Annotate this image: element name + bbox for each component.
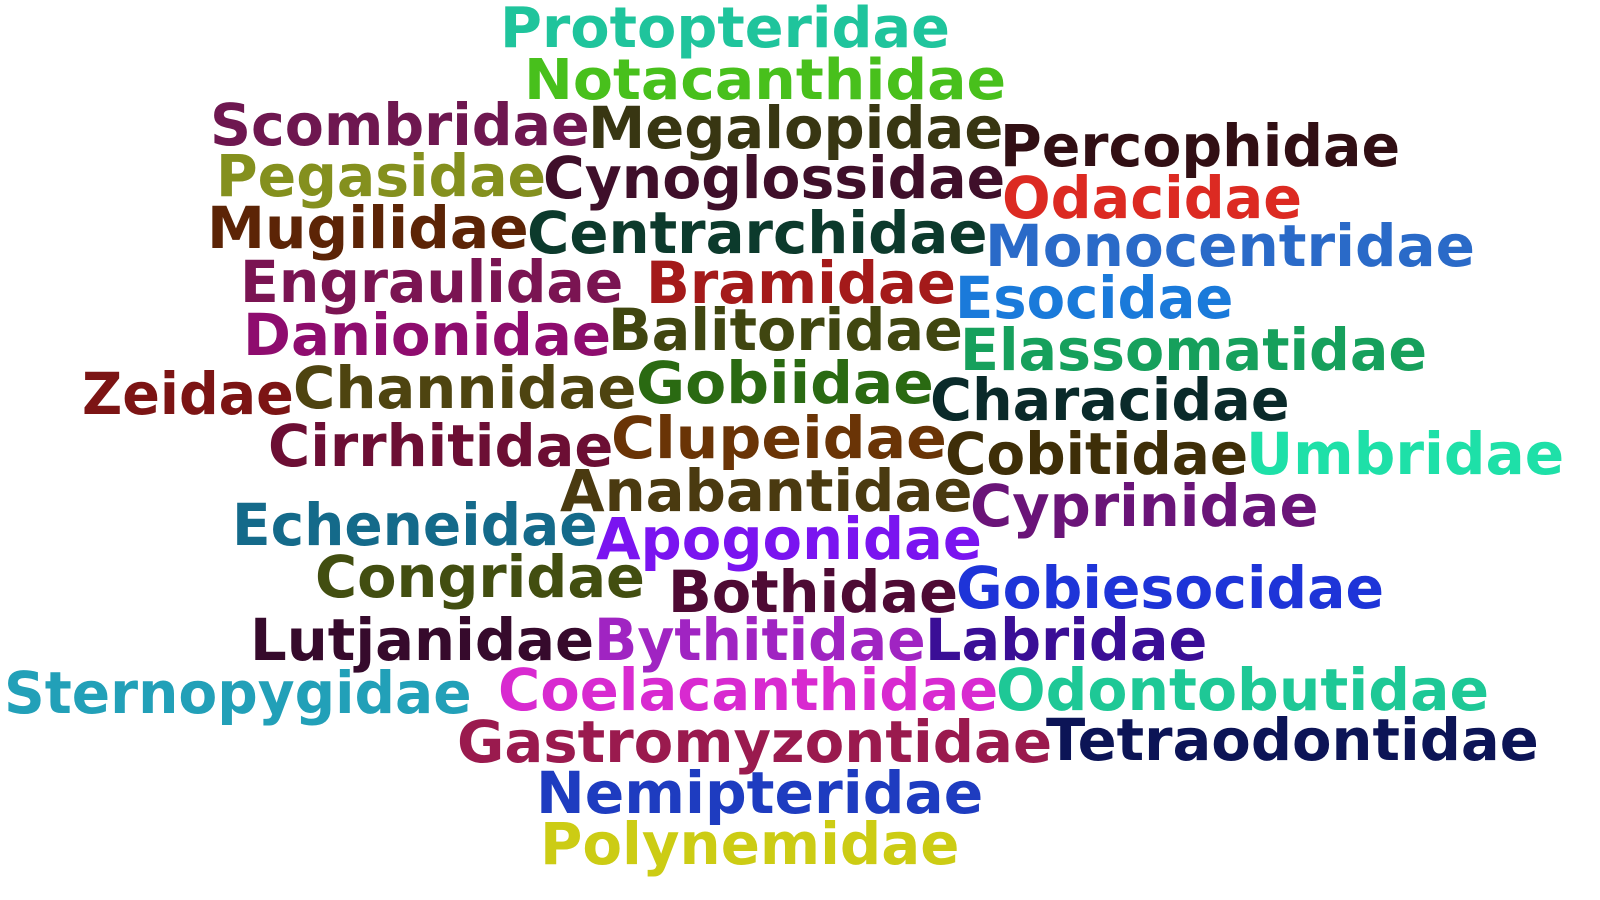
- word-sternopygidae: Sternopygidae: [4, 659, 472, 728]
- word-percophidae: Percophidae: [1000, 112, 1401, 181]
- word-umbridae: Umbridae: [1246, 420, 1565, 489]
- word-bramidae: Bramidae: [646, 249, 956, 318]
- word-gobiidae: Gobiidae: [636, 349, 934, 418]
- word-apogonidae: Apogonidae: [596, 505, 982, 574]
- word-labridae: Labridae: [925, 606, 1208, 675]
- word-gastromyzontidae: Gastromyzontidae: [457, 708, 1053, 777]
- word-congridae: Congridae: [315, 543, 645, 612]
- word-cynoglossidae: Cynoglossidae: [543, 144, 1006, 213]
- word-anabantidae: Anabantidae: [560, 457, 973, 526]
- word-protopteridae: Protopteridae: [500, 0, 951, 61]
- word-mugilidae: Mugilidae: [207, 194, 529, 263]
- word-zeidae: Zeidae: [82, 360, 294, 429]
- word-monocentridae: Monocentridae: [985, 212, 1476, 281]
- word-notacanthidae: Notacanthidae: [524, 46, 1007, 113]
- word-polynemidae: Polynemidae: [540, 810, 960, 879]
- word-cirrhitidae: Cirrhitidae: [268, 412, 614, 481]
- word-danionidae: Danionidae: [243, 301, 612, 370]
- word-centrarchidae: Centrarchidae: [527, 199, 988, 268]
- word-elassomatidae: Elassomatidae: [960, 316, 1428, 385]
- word-bothidae: Bothidae: [668, 558, 959, 627]
- word-pegasidae: Pegasidae: [216, 142, 547, 211]
- word-tetraodontidae: Tetraodontidae: [1046, 706, 1539, 775]
- word-scombridae: Scombridae: [210, 91, 590, 160]
- word-esocidae: Esocidae: [955, 264, 1234, 333]
- word-odontobutidae: Odontobutidae: [996, 656, 1490, 725]
- word-cobitidae: Cobitidae: [945, 420, 1249, 489]
- word-gobiesocidae: Gobiesocidae: [956, 554, 1384, 623]
- word-nemipteridae: Nemipteridae: [536, 759, 984, 828]
- word-coelacanthidae: Coelacanthidae: [498, 656, 999, 725]
- word-lutjanidae: Lutjanidae: [250, 606, 595, 675]
- word-clupeidae: Clupeidae: [611, 404, 947, 473]
- word-cyprinidae: Cyprinidae: [970, 472, 1319, 541]
- word-odacidae: Odacidae: [1002, 164, 1303, 233]
- word-characidae: Characidae: [930, 366, 1290, 435]
- word-balitoridae: Balitoridae: [608, 296, 963, 365]
- word-megalopidae: Megalopidae: [588, 94, 1004, 163]
- word-engraulidae: Engraulidae: [240, 248, 624, 317]
- word-bythitidae: Bythitidae: [594, 606, 926, 675]
- word-echeneidae: Echeneidae: [232, 491, 598, 560]
- word-channidae: Channidae: [293, 354, 637, 423]
